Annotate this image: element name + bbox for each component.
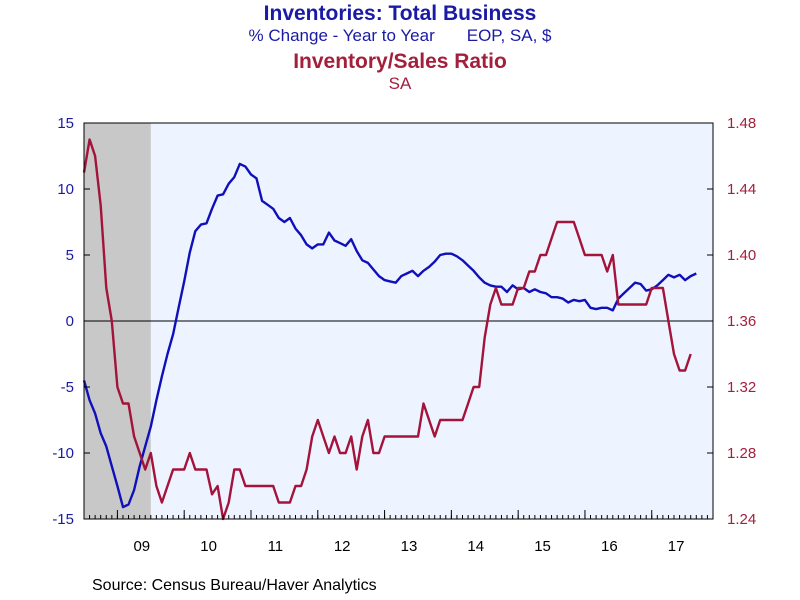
- series-line-inventories: [82, 162, 697, 509]
- y-right-tick-label: 1.44: [727, 181, 756, 198]
- chart-subtitle-2: SA: [388, 74, 412, 93]
- y-left-tick-label: -15: [52, 511, 74, 528]
- y-right-tick-label: 1.40: [727, 247, 756, 264]
- chart-title-2: Inventory/Sales Ratio: [293, 50, 507, 73]
- source-note: Source: Census Bureau/Haver Analytics: [92, 577, 377, 594]
- x-tick-label: 14: [467, 538, 484, 555]
- y-left-tick-label: 5: [66, 247, 74, 264]
- x-tick-label: 17: [668, 538, 685, 555]
- chart-subtitle: % Change - Year to Year EOP, SA, $: [0, 26, 800, 46]
- x-tick-label: 09: [133, 538, 150, 555]
- chart-title: Inventories: Total Business: [263, 2, 537, 25]
- y-left-tick-label: 10: [57, 181, 74, 198]
- x-tick-label: 13: [401, 538, 418, 555]
- y-right-tick-label: 1.48: [727, 115, 756, 132]
- x-tick-label: 15: [534, 538, 551, 555]
- x-tick-label: 10: [200, 538, 217, 555]
- x-tick-label: 12: [334, 538, 351, 555]
- y-left-tick-label: 15: [57, 115, 74, 132]
- y-right-tick-label: 1.32: [727, 379, 756, 396]
- y-left-tick-label: 0: [66, 313, 74, 330]
- subtitle-left: % Change - Year to Year: [248, 26, 435, 45]
- y-right-tick-label: 1.24: [727, 511, 756, 528]
- y-left-tick-label: -5: [61, 379, 74, 396]
- y-right-tick-label: 1.36: [727, 313, 756, 330]
- subtitle-right: EOP, SA, $: [466, 26, 552, 45]
- x-tick-label: 11: [268, 538, 284, 555]
- y-left-tick-label: -10: [52, 445, 74, 462]
- x-tick-label: 16: [601, 538, 618, 555]
- y-right-tick-label: 1.28: [727, 445, 756, 462]
- series-line-inventory-sales-ratio: [82, 138, 692, 521]
